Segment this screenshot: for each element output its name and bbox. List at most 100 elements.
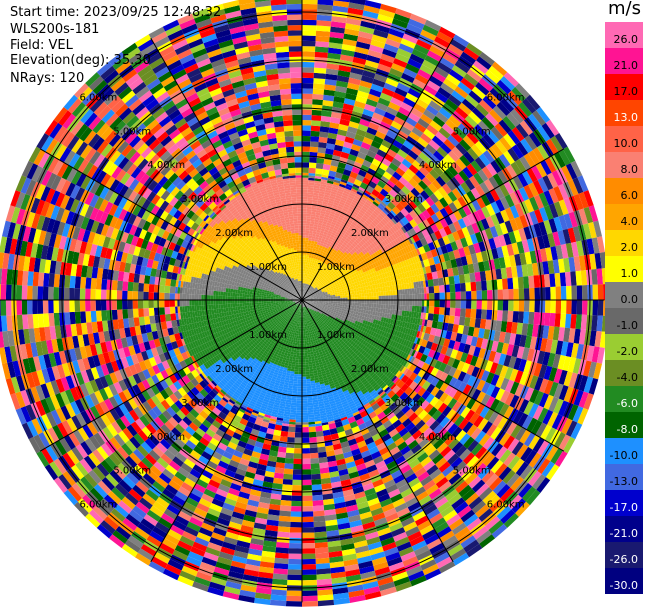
- radar-gate: [366, 300, 370, 304]
- radar-gate: [359, 80, 373, 89]
- radar-gate: [362, 159, 372, 168]
- radar-gate: [407, 87, 422, 99]
- radar-gate: [371, 292, 374, 297]
- radar-gate: [471, 300, 477, 310]
- radar-gate: [312, 197, 319, 201]
- radar-gate: [385, 38, 401, 49]
- radar-gate: [326, 182, 334, 187]
- radar-gate: [309, 223, 315, 227]
- radar-gate: [539, 287, 546, 300]
- radar-gate: [352, 138, 363, 147]
- radar-gate: [316, 25, 331, 32]
- radar-gate: [309, 285, 312, 289]
- radar-gate: [342, 227, 348, 232]
- radar-gate: [439, 57, 455, 70]
- radar-gate: [550, 300, 556, 314]
- radar-gate: [303, 288, 306, 291]
- radar-gate: [340, 212, 346, 217]
- radar-gate: [316, 259, 320, 263]
- radar-gate: [326, 204, 333, 209]
- radar-gate: [360, 141, 371, 151]
- radar-gate: [409, 300, 413, 306]
- radar-gate: [324, 214, 330, 218]
- radar-gate: [302, 187, 308, 190]
- radar-gate: [303, 288, 304, 291]
- radar-gate: [310, 255, 314, 259]
- radar-gate: [325, 209, 331, 214]
- radar-gate: [491, 309, 498, 321]
- radar-gate: [528, 275, 535, 289]
- radar-gate: [417, 118, 430, 129]
- radar-gate: [306, 284, 309, 287]
- radar-gate: [315, 35, 330, 43]
- radar-gate: [368, 122, 380, 131]
- radar-gate: [302, 177, 309, 181]
- radar-gate: [314, 264, 318, 268]
- radar-gate: [414, 287, 418, 295]
- radar-gate: [324, 263, 328, 267]
- radar-gate: [496, 310, 503, 322]
- radar-gate: [303, 285, 305, 289]
- radar-gate: [308, 361, 313, 365]
- radar-gate: [460, 282, 466, 292]
- radar-gate: [324, 239, 329, 243]
- radar-gate: [302, 192, 308, 195]
- radar-gate: [309, 280, 312, 283]
- radar-gate: [398, 43, 414, 54]
- radar-gate: [308, 180, 315, 184]
- radar-gate: [323, 158, 332, 166]
- radar-gate: [460, 308, 466, 318]
- radar-gate: [507, 277, 514, 290]
- radar-gate: [414, 293, 418, 300]
- radar-gate: [374, 153, 385, 163]
- radar-gate: [529, 300, 535, 313]
- radar-gate: [377, 180, 387, 189]
- radar-gate: [308, 182, 315, 186]
- radar-gate: [544, 312, 551, 326]
- radar-gate: [329, 36, 344, 44]
- radar-gate: [324, 226, 330, 231]
- radar-gate: [315, 212, 321, 216]
- radar-gate: [311, 268, 315, 271]
- radar-gate: [345, 212, 352, 217]
- radar-gate: [352, 302, 355, 306]
- radar-gate: [320, 210, 326, 215]
- radar-gate: [544, 274, 551, 288]
- radar-gate: [302, 225, 306, 229]
- radar-gate: [411, 305, 415, 312]
- radar-gate: [460, 291, 467, 300]
- radar-gate: [302, 292, 304, 296]
- radar-gate: [308, 274, 311, 278]
- radar-gate: [312, 194, 319, 199]
- radar-gate: [332, 101, 344, 109]
- radar-gate: [318, 237, 323, 241]
- radar-gate: [409, 288, 413, 295]
- radar-gate: [355, 95, 368, 104]
- radar-gate: [318, 260, 322, 264]
- radar-gate: [341, 43, 356, 52]
- radar-gate: [302, 220, 307, 224]
- radar-gate: [385, 166, 396, 176]
- radar-gate: [304, 288, 307, 292]
- radar-gate: [313, 72, 326, 79]
- radar-gate: [341, 220, 347, 226]
- radar-gate: [303, 293, 305, 296]
- radar-gate: [302, 208, 307, 212]
- radar-gate: [358, 85, 371, 94]
- radar-gate: [414, 122, 427, 134]
- radar-gate: [302, 292, 304, 296]
- radar-gate: [307, 192, 314, 195]
- radar-gate: [304, 283, 306, 286]
- radar-gate: [399, 305, 403, 311]
- radar-gate: [313, 83, 325, 90]
- radar-gate: [323, 216, 329, 221]
- radar-gate: [328, 301, 331, 304]
- radar-gate: [302, 175, 309, 178]
- radar-gate: [320, 208, 327, 212]
- radar-gate: [303, 293, 305, 296]
- radar-gate: [385, 106, 399, 117]
- radar-gate: [331, 15, 347, 24]
- radar-gate: [426, 80, 441, 92]
- radar-gate: [306, 218, 311, 222]
- radar-gate: [312, 228, 317, 232]
